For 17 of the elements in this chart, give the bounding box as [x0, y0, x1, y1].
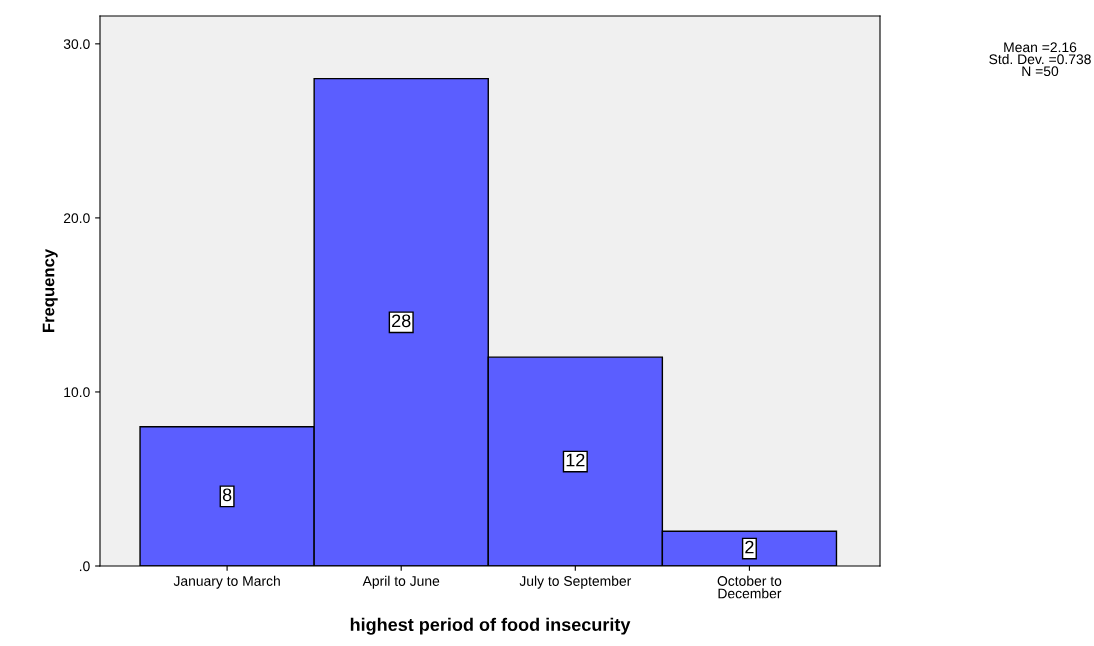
text: N =50 — [1022, 66, 1059, 77]
x-tick-label: January to March — [173, 575, 280, 589]
x-tick-label: July to September — [519, 575, 632, 589]
data-label: 12 — [566, 453, 585, 467]
data-label: 28 — [392, 314, 411, 328]
x-tick-label: April to June — [362, 575, 440, 589]
data-label: 2 — [745, 540, 754, 554]
y-tick-label: 10.0 — [64, 387, 90, 398]
y-tick-label: .0 — [79, 561, 90, 572]
text: Mean =2.16 — [1004, 42, 1077, 53]
x-axis-title: highest period of food insecurity — [350, 617, 631, 635]
y-tick-label: 30.0 — [63, 39, 90, 50]
data-label: 8 — [222, 488, 232, 502]
y-tick-label: 20.0 — [63, 213, 90, 224]
y-axis-title: Frequency — [42, 248, 58, 333]
text: Std. Dev. =0.738 — [989, 53, 1091, 65]
x-tick-label: October to December — [717, 575, 782, 599]
